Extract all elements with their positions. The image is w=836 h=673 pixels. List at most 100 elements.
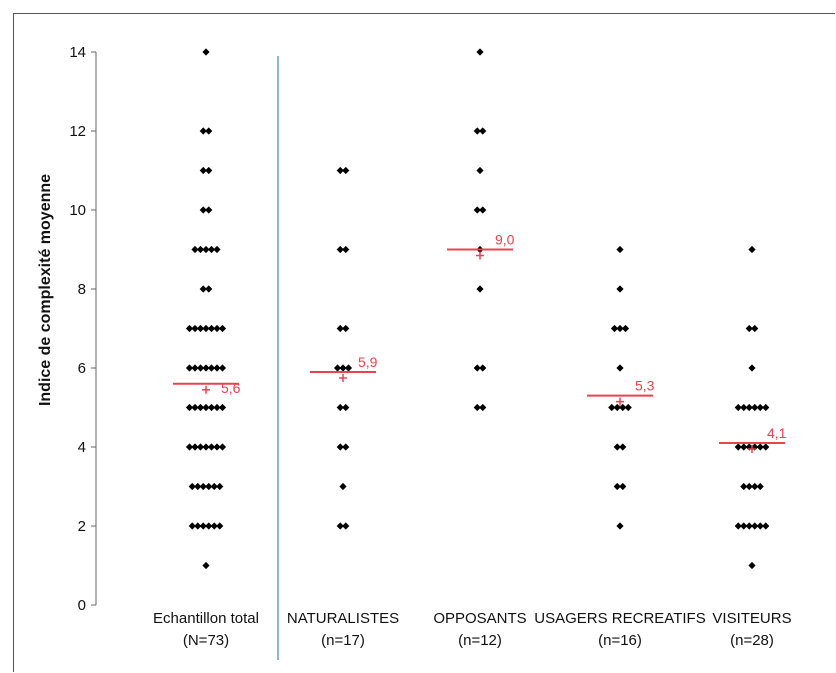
y-axis-label: Indice de complexité moyenne xyxy=(37,174,54,406)
data-point xyxy=(624,403,632,412)
data-point xyxy=(734,443,742,451)
data-point xyxy=(196,245,205,254)
mean-value-label: 5,6 xyxy=(221,380,241,396)
data-point xyxy=(205,285,213,293)
data-point xyxy=(194,522,202,530)
chart-frame xyxy=(13,13,835,672)
category-label: NATURALISTES xyxy=(287,610,399,627)
data-point xyxy=(336,522,344,530)
data-point xyxy=(336,324,344,333)
data-point xyxy=(610,324,619,333)
data-point xyxy=(734,403,742,412)
data-point xyxy=(218,324,227,333)
data-point xyxy=(199,482,207,491)
y-tick-label: 12 xyxy=(69,123,86,140)
data-point xyxy=(213,364,221,372)
data-point xyxy=(336,443,344,451)
category-count-label: (n=17) xyxy=(321,632,365,649)
data-point xyxy=(734,522,742,530)
data-point xyxy=(339,482,347,491)
data-point xyxy=(473,364,481,372)
data-point xyxy=(199,522,207,530)
data-point xyxy=(756,403,764,412)
data-point xyxy=(218,443,227,451)
data-point xyxy=(194,482,202,491)
data-point xyxy=(616,324,624,333)
data-point xyxy=(740,403,748,412)
data-point xyxy=(740,522,748,530)
data-point xyxy=(207,403,216,412)
data-point xyxy=(613,403,621,412)
data-point xyxy=(336,403,344,412)
data-point xyxy=(619,443,627,451)
data-point xyxy=(762,522,770,530)
mean-value-label: 4,1 xyxy=(767,425,787,441)
data-point xyxy=(619,482,627,491)
data-point xyxy=(748,364,756,372)
data-point xyxy=(185,324,194,333)
data-point xyxy=(740,443,748,451)
data-point xyxy=(756,443,764,451)
data-point xyxy=(756,482,764,491)
data-point xyxy=(185,364,194,372)
y-tick-label: 2 xyxy=(78,518,86,535)
data-point xyxy=(188,522,196,530)
data-point xyxy=(216,482,224,491)
data-point xyxy=(196,443,205,451)
data-point xyxy=(740,482,748,491)
points-layer xyxy=(185,48,770,570)
data-point xyxy=(191,443,199,451)
data-point xyxy=(207,443,216,451)
data-point xyxy=(344,364,353,372)
data-point xyxy=(216,522,224,530)
data-point xyxy=(479,127,487,135)
data-point xyxy=(762,403,770,412)
data-point xyxy=(205,166,213,175)
data-point xyxy=(213,443,221,451)
data-point xyxy=(202,48,210,56)
data-point xyxy=(476,48,484,56)
data-point xyxy=(745,482,753,491)
data-point xyxy=(199,127,207,135)
data-point xyxy=(333,364,342,372)
data-point xyxy=(616,522,624,530)
data-point xyxy=(751,482,759,491)
data-point xyxy=(191,245,199,254)
data-point xyxy=(619,403,627,412)
data-point xyxy=(202,245,210,254)
category-label: OPPOSANTS xyxy=(433,610,526,627)
data-point xyxy=(613,443,621,451)
data-point xyxy=(207,245,216,254)
data-point xyxy=(621,324,630,333)
data-point xyxy=(342,403,350,412)
data-point xyxy=(342,245,350,254)
data-point xyxy=(342,443,350,451)
data-point xyxy=(336,245,344,254)
data-point xyxy=(213,324,221,333)
category-label: VISITEURS xyxy=(712,610,791,627)
data-point xyxy=(210,522,218,530)
data-point xyxy=(196,403,205,412)
data-point xyxy=(202,561,210,570)
data-point xyxy=(756,522,764,530)
category-count-label: (n=16) xyxy=(598,632,642,649)
data-point xyxy=(608,403,616,412)
data-point xyxy=(339,364,347,372)
data-point xyxy=(473,127,481,135)
data-point xyxy=(751,324,759,333)
y-tick-label: 4 xyxy=(78,439,86,456)
data-point xyxy=(205,206,213,214)
data-point xyxy=(202,364,210,372)
data-point xyxy=(748,561,756,570)
data-point xyxy=(196,324,205,333)
y-tick-label: 14 xyxy=(69,44,86,61)
data-point xyxy=(191,403,199,412)
category-label: Echantillon total xyxy=(153,610,259,627)
data-point xyxy=(213,403,221,412)
data-point xyxy=(210,482,218,491)
data-point xyxy=(336,166,344,175)
category-label-layer: Echantillon total (N=73) NATURALISTES (n=17… xyxy=(153,610,792,649)
mean-value-label: 5,3 xyxy=(635,378,655,394)
data-point xyxy=(745,324,753,333)
